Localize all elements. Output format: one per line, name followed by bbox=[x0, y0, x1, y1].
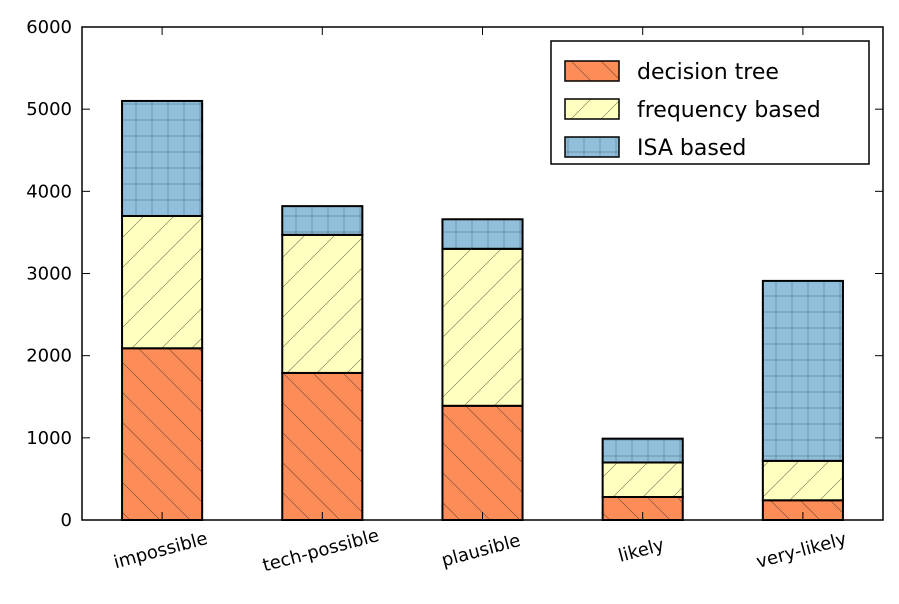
bar-impossible-frequency-based-outline bbox=[121, 214, 204, 350]
y-tick-label: 3000 bbox=[26, 264, 72, 285]
x-tick-label: plausible bbox=[439, 530, 522, 571]
legend-swatch-outline bbox=[564, 98, 620, 120]
legend-label: frequency based bbox=[637, 98, 821, 123]
bars-layer bbox=[121, 99, 844, 522]
legend: decision tree frequency based ISA based bbox=[550, 40, 870, 165]
legend-swatch-outline bbox=[564, 60, 620, 82]
legend-label: decision tree bbox=[637, 60, 779, 85]
bar-tech-possible-frequency-based-outline bbox=[281, 233, 364, 374]
y-tick-label: 6000 bbox=[26, 17, 72, 38]
x-tick-label: tech-possible bbox=[260, 525, 381, 576]
bar-very-likely-ISA-based-outline bbox=[761, 279, 844, 462]
bar-tech-possible-ISA-based-outline bbox=[281, 205, 364, 236]
bar-likely-ISA-based-outline bbox=[601, 437, 684, 464]
x-tick-label: likely bbox=[616, 534, 667, 566]
y-tick-label: 2000 bbox=[26, 346, 72, 367]
bar-likely-frequency-based-outline bbox=[601, 461, 684, 498]
y-tick-label: 1000 bbox=[26, 428, 72, 449]
bar-very-likely-frequency-based-outline bbox=[761, 459, 844, 502]
bar-tech-possible-decision-tree-outline bbox=[281, 371, 364, 521]
y-tick-label: 0 bbox=[61, 510, 72, 531]
bar-impossible-decision-tree-outline bbox=[121, 347, 204, 521]
x-tick-label: very-likely bbox=[754, 528, 849, 572]
x-tick-label: impossible bbox=[111, 528, 209, 573]
legend-label: ISA based bbox=[637, 136, 746, 161]
bar-plausible-frequency-based-outline bbox=[441, 247, 524, 407]
bar-plausible-ISA-based-outline bbox=[441, 218, 524, 250]
y-tick-label: 5000 bbox=[26, 99, 72, 120]
legend-swatch-outline bbox=[564, 136, 620, 158]
bar-plausible-decision-tree-outline bbox=[441, 404, 524, 521]
bar-impossible-ISA-based-outline bbox=[121, 99, 204, 217]
y-tick-label: 4000 bbox=[26, 181, 72, 202]
